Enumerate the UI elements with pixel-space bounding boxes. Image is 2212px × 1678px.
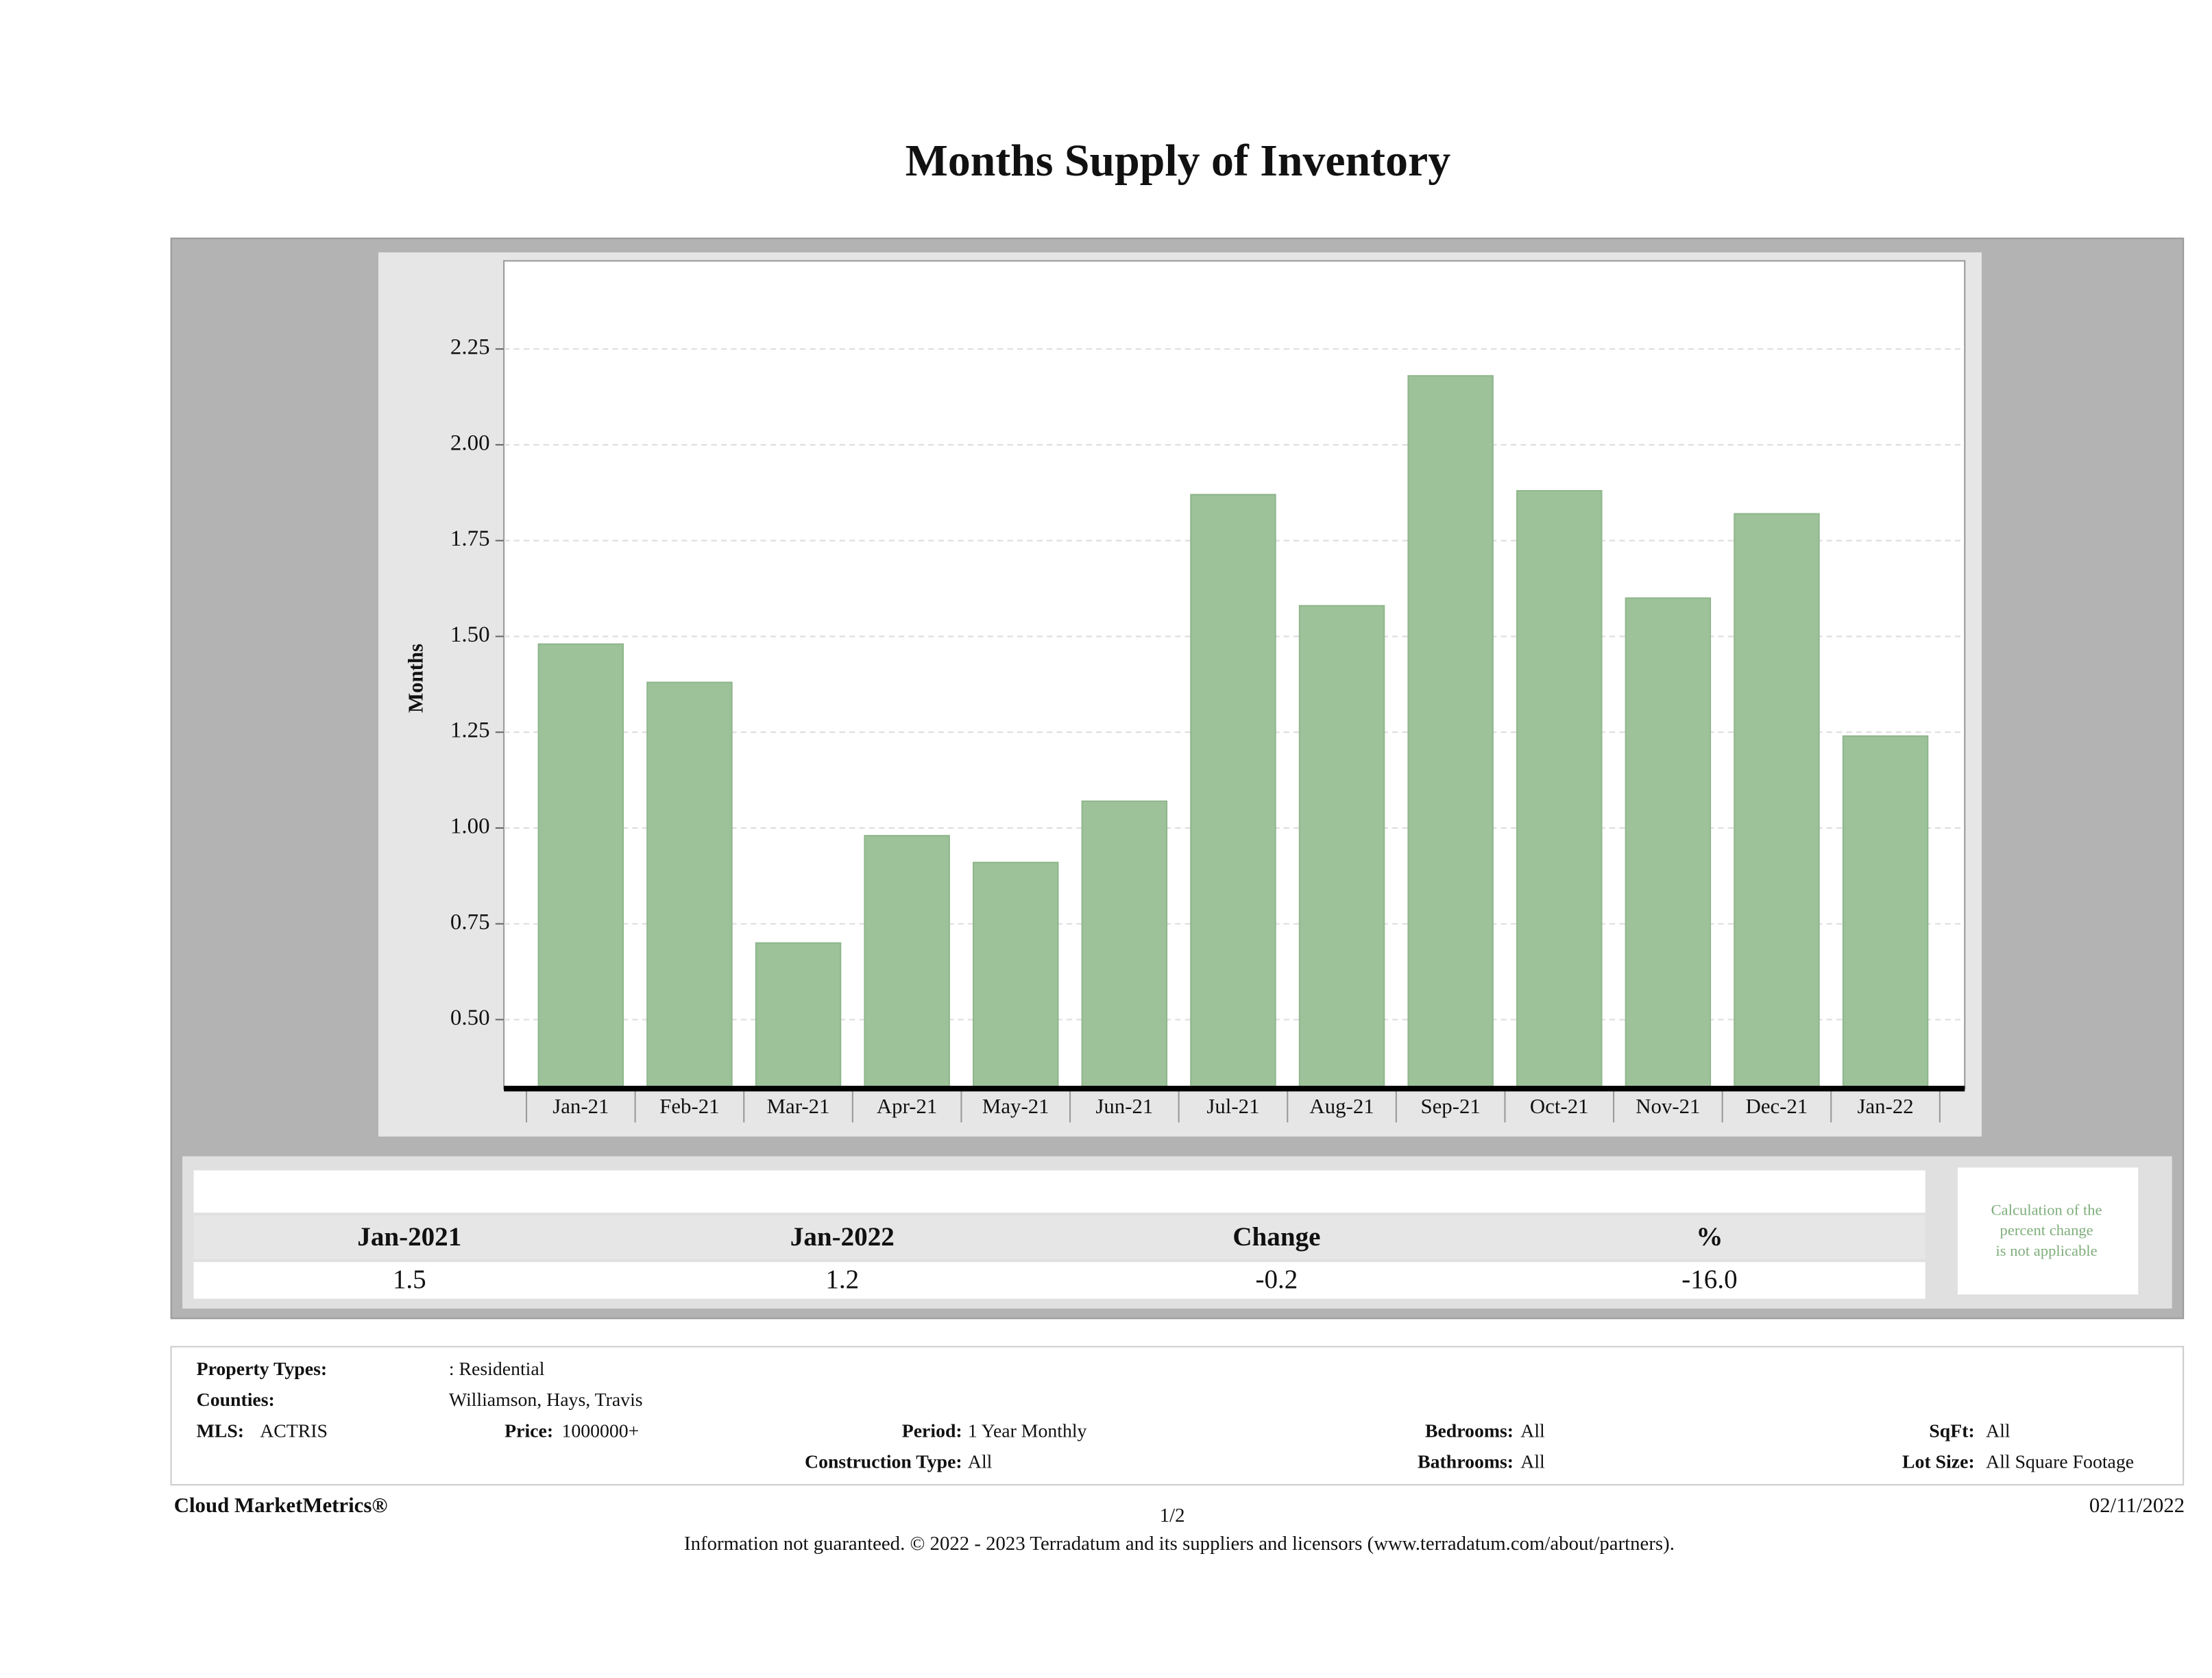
filter-value: ACTRIS xyxy=(260,1420,328,1442)
bar xyxy=(972,862,1059,1090)
summary-value-row xyxy=(193,1262,1925,1299)
bar xyxy=(1298,605,1385,1090)
y-tick-label: 1.25 xyxy=(450,718,490,743)
y-tick-label: 1.50 xyxy=(450,622,490,647)
bar xyxy=(1407,375,1494,1090)
summary-value: 1.2 xyxy=(825,1265,859,1294)
filter-label: Bedrooms: xyxy=(1425,1420,1514,1442)
filter-label: SqFt: xyxy=(1929,1420,1974,1442)
chart-title: Months Supply of Inventory xyxy=(906,136,1450,186)
filter-label: Lot Size: xyxy=(1902,1452,1975,1473)
summary-value: 1.5 xyxy=(393,1265,426,1294)
note-text: Calculation of the xyxy=(1991,1201,2102,1218)
y-axis-label: Months xyxy=(404,644,428,713)
summary-header: Change xyxy=(1232,1222,1320,1252)
note-box xyxy=(1958,1167,2139,1295)
y-tick-label: 0.50 xyxy=(450,1006,490,1030)
y-tick-label: 0.75 xyxy=(450,910,490,934)
bar xyxy=(1190,494,1276,1090)
x-tick-label: Nov-21 xyxy=(1636,1095,1700,1118)
y-tick-label: 2.00 xyxy=(450,430,490,455)
y-tick-label: 1.75 xyxy=(450,526,490,551)
summary-row xyxy=(193,1170,1925,1213)
filter-value: : Residential xyxy=(449,1359,545,1380)
y-tick-label: 2.25 xyxy=(450,335,490,360)
y-tick-label: 1.00 xyxy=(450,814,490,839)
filter-label: Property Types: xyxy=(197,1359,327,1380)
x-tick-label: Jun-21 xyxy=(1095,1095,1153,1118)
bar xyxy=(1516,489,1603,1090)
filter-value: All xyxy=(1986,1420,2010,1442)
filter-label: Price: xyxy=(505,1420,553,1442)
filter-value: 1000000+ xyxy=(561,1420,639,1442)
bar xyxy=(1625,597,1712,1090)
note-text: percent change xyxy=(2000,1221,2093,1239)
dynamic: 0.50 0.75 1.00 1.25 1.50 1.75 2.00 2.25 Jan-21 Fe… xyxy=(174,335,2185,1555)
filter-value: All Square Footage xyxy=(1986,1452,2134,1473)
x-tick-label: May-21 xyxy=(982,1095,1049,1118)
filter-value: 1 Year Monthly xyxy=(968,1420,1087,1442)
x-tick-label: Aug-21 xyxy=(1309,1095,1374,1118)
summary-header: Jan-2021 xyxy=(357,1222,461,1252)
bar xyxy=(1734,513,1820,1090)
filter-label: Bathrooms: xyxy=(1418,1452,1514,1473)
bar xyxy=(755,942,842,1090)
x-tick-label: Mar-21 xyxy=(767,1095,830,1118)
x-tick-label: Feb-21 xyxy=(659,1095,719,1118)
filter-label: Period: xyxy=(902,1420,962,1442)
x-tick-label: Sep-21 xyxy=(1420,1095,1480,1118)
x-tick-label: Dec-21 xyxy=(1746,1095,1808,1118)
filter-label: MLS: xyxy=(197,1420,244,1442)
summary-header-row xyxy=(193,1215,1925,1260)
footer-disclaimer: Information not guaranteed. © 2022 - 202… xyxy=(684,1533,1675,1555)
bar xyxy=(537,643,624,1090)
bar xyxy=(646,681,733,1090)
filter-label: Counties: xyxy=(197,1389,275,1411)
filter-value: All xyxy=(968,1452,993,1473)
filter-value: All xyxy=(1520,1420,1545,1442)
x-tick-label: Jul-21 xyxy=(1206,1095,1259,1118)
filter-value: All xyxy=(1520,1452,1545,1473)
bar xyxy=(864,835,950,1090)
x-tick-label: Jan-21 xyxy=(552,1095,609,1118)
summary-value: -0.2 xyxy=(1255,1265,1298,1294)
bar xyxy=(1842,735,1929,1090)
summary-header: Jan-2022 xyxy=(790,1222,895,1252)
x-tick-label: Oct-21 xyxy=(1530,1095,1589,1118)
x-tick-label: Apr-21 xyxy=(877,1095,937,1118)
filter-label: Construction Type: xyxy=(805,1452,962,1473)
bar xyxy=(1081,800,1168,1090)
footer-page: 1/2 xyxy=(1160,1505,1185,1527)
filter-value: Williamson, Hays, Travis xyxy=(449,1389,643,1411)
footer-brand: Cloud MarketMetrics® xyxy=(174,1494,388,1517)
note-text: is not applicable xyxy=(1996,1242,2098,1259)
filters-box xyxy=(170,1346,2185,1486)
x-tick-label: Jan-22 xyxy=(1857,1095,1913,1118)
footer-date: 02/11/2022 xyxy=(2089,1494,2185,1517)
summary-header: % xyxy=(1696,1222,1723,1252)
summary-value: -16.0 xyxy=(1681,1265,1737,1294)
